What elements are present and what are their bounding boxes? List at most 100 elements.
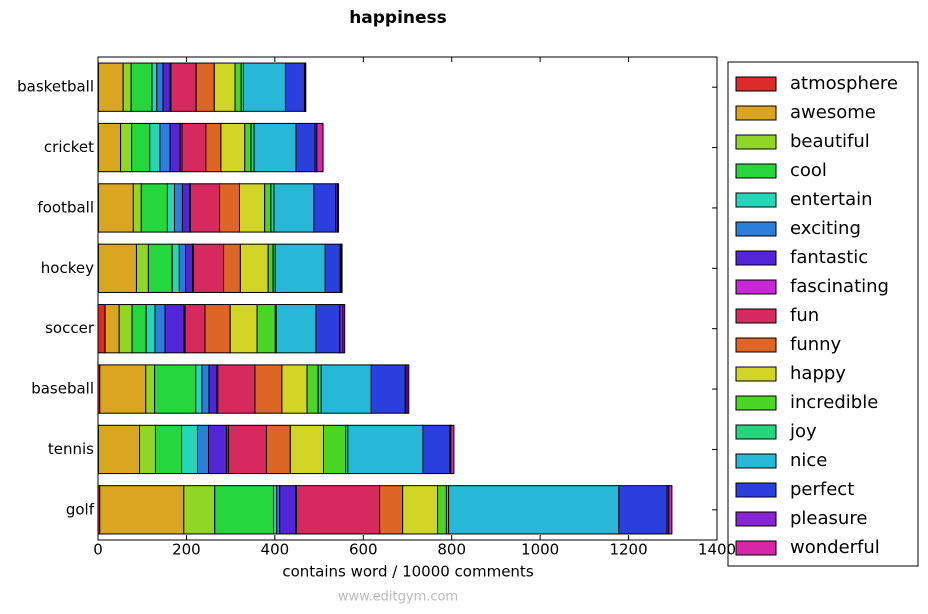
bar-segment bbox=[118, 304, 133, 354]
bar-segment bbox=[220, 122, 246, 173]
watermark: www.editgym.com bbox=[338, 590, 458, 605]
bar-segment bbox=[151, 62, 158, 112]
bar-segment bbox=[306, 364, 319, 414]
bar-segment bbox=[97, 122, 122, 173]
legend-swatch bbox=[735, 250, 777, 266]
bar-segment bbox=[256, 304, 276, 354]
bar-segment bbox=[170, 62, 197, 112]
plot-frame bbox=[97, 56, 718, 541]
bar-segment bbox=[195, 62, 215, 112]
legend-swatch bbox=[735, 424, 777, 440]
legend-swatch bbox=[735, 134, 777, 150]
legend-label: wonderful bbox=[790, 537, 880, 558]
legend-label: pleasure bbox=[790, 508, 867, 529]
y-tick-label: football bbox=[37, 198, 94, 216]
bar-segment bbox=[140, 183, 168, 233]
bar-segment bbox=[274, 243, 326, 293]
bar-segment bbox=[337, 183, 340, 233]
bar-segment bbox=[181, 183, 191, 233]
bar-segment bbox=[145, 364, 156, 414]
y-tick-label: baseball bbox=[31, 380, 94, 398]
bar-segment bbox=[322, 424, 347, 475]
bar-segment bbox=[254, 364, 283, 414]
bar-segment bbox=[189, 183, 221, 233]
bar-segment bbox=[281, 364, 308, 414]
bar-segment bbox=[147, 243, 173, 293]
bar-segment bbox=[668, 485, 673, 535]
bar-segment bbox=[289, 424, 324, 475]
bar-segment bbox=[173, 183, 183, 233]
bar-segment bbox=[213, 62, 236, 112]
bar-segment bbox=[132, 183, 142, 233]
bar-segment bbox=[379, 485, 404, 535]
bar-segment bbox=[122, 62, 132, 112]
bar-segment bbox=[422, 424, 451, 475]
bar-segment bbox=[205, 122, 222, 173]
x-tick-label: 400 bbox=[261, 541, 290, 559]
bar-segment bbox=[120, 122, 133, 173]
bar-segment bbox=[265, 424, 291, 475]
bar-segment bbox=[184, 304, 206, 354]
x-tick-label: 1400 bbox=[698, 541, 736, 559]
bar-segment bbox=[437, 485, 447, 535]
bar-segment bbox=[131, 122, 151, 173]
y-tick-label: hockey bbox=[41, 259, 94, 277]
legend-label: incredible bbox=[790, 392, 878, 413]
bar-segment bbox=[97, 304, 106, 354]
bar-segment bbox=[193, 243, 225, 293]
bar-segment bbox=[97, 424, 141, 475]
y-tick-label: basketball bbox=[17, 78, 94, 96]
x-axis-label: contains word / 10000 comments bbox=[282, 563, 533, 581]
bar-segment bbox=[162, 62, 171, 112]
legend-label: entertain bbox=[790, 189, 873, 210]
y-tick-label: golf bbox=[66, 500, 95, 518]
bar-segment bbox=[315, 304, 341, 354]
bar-segment bbox=[340, 243, 343, 293]
y-tick-label: soccer bbox=[45, 319, 95, 337]
bar-segment bbox=[156, 62, 164, 112]
bar-segment bbox=[130, 62, 153, 112]
legend-swatch bbox=[735, 366, 777, 382]
legend-swatch bbox=[735, 540, 777, 556]
bar-segment bbox=[204, 304, 231, 354]
bar-segment bbox=[145, 304, 156, 354]
bar-segment bbox=[267, 243, 274, 293]
bar-segment bbox=[253, 122, 297, 173]
legend-swatch bbox=[735, 105, 777, 121]
legend-label: perfect bbox=[790, 479, 854, 500]
bar-segment bbox=[320, 364, 372, 414]
legend-swatch bbox=[735, 482, 777, 498]
bar-segment bbox=[149, 122, 161, 173]
y-tick-label: tennis bbox=[48, 440, 94, 458]
bar-segment bbox=[244, 122, 252, 173]
bar-segment bbox=[223, 243, 241, 293]
bar-segment bbox=[208, 424, 228, 475]
bar-segment bbox=[169, 122, 181, 173]
bar-segment bbox=[264, 183, 272, 233]
legend-label: nice bbox=[790, 450, 827, 471]
x-tick-label: 200 bbox=[172, 541, 201, 559]
legend-swatch bbox=[735, 221, 777, 237]
bar-segment bbox=[234, 62, 242, 112]
x-tick-label: 800 bbox=[437, 541, 466, 559]
legend-label: happy bbox=[790, 363, 846, 384]
bar-segment bbox=[229, 304, 258, 354]
bar-segment bbox=[201, 364, 210, 414]
bar-segment bbox=[284, 62, 305, 112]
bar-segment bbox=[406, 364, 410, 414]
bar-segment bbox=[181, 424, 198, 475]
bar-segment bbox=[239, 243, 269, 293]
bar-segment bbox=[448, 485, 620, 535]
bar-segment bbox=[214, 485, 275, 535]
bar-segment bbox=[97, 183, 134, 233]
y-tick-label: cricket bbox=[44, 138, 94, 156]
bar-segment bbox=[139, 424, 156, 475]
bar-segment bbox=[99, 485, 185, 535]
bar-segment bbox=[183, 485, 216, 535]
legend-swatch bbox=[735, 395, 777, 411]
bar-segment bbox=[217, 364, 256, 414]
bar-segment bbox=[99, 364, 147, 414]
bar-segment bbox=[238, 183, 266, 233]
